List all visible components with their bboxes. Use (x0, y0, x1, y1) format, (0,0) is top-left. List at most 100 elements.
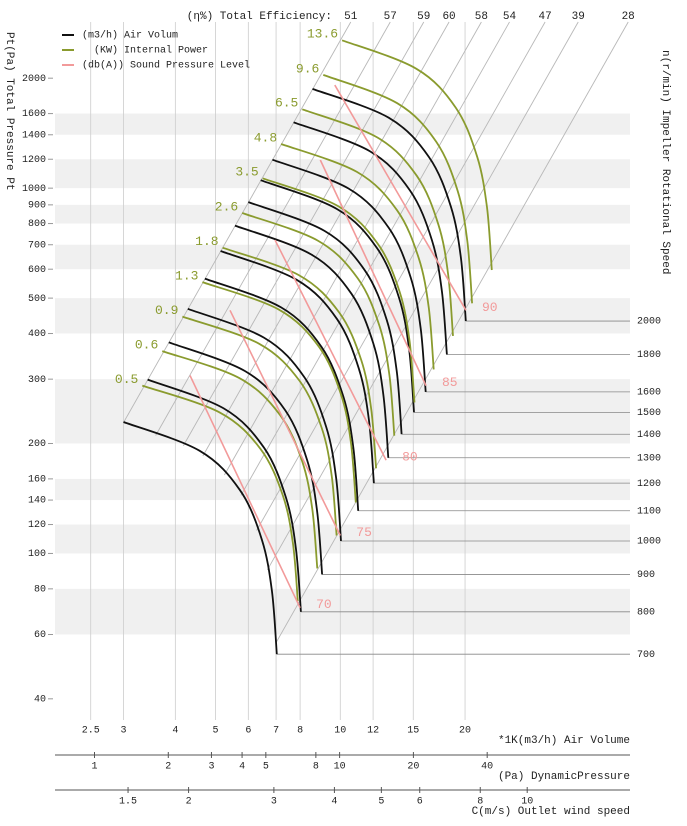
sound-label: 85 (442, 375, 458, 390)
power-curve (322, 74, 473, 304)
x-tick-label: 6 (245, 726, 251, 737)
efficiency-label: 59 (417, 11, 430, 23)
x2-tick-label: 40 (481, 762, 493, 773)
speed-curve (234, 224, 390, 458)
y-tick-label: 200 (28, 439, 46, 450)
band (55, 244, 630, 270)
efficiency-label: 47 (539, 11, 552, 23)
speed-curve (220, 250, 375, 484)
y-tick-label: 1000 (22, 184, 46, 195)
speed-curve (123, 421, 278, 655)
speed-label: 1000 (637, 537, 661, 548)
x2-tick-label: 8 (313, 762, 319, 773)
power-curve (142, 384, 299, 602)
curves (123, 39, 493, 655)
speed-label: 1800 (637, 350, 661, 361)
power-label: 13.6 (307, 27, 338, 42)
power-label: 0.5 (115, 372, 138, 387)
speed-label: 2000 (637, 317, 661, 328)
power-label: 2.6 (215, 199, 238, 214)
efficiency-label: 39 (572, 11, 585, 23)
y-tick-label: 700 (28, 240, 46, 251)
power-label: 0.9 (155, 303, 178, 318)
efficiency-label: 51 (344, 11, 358, 23)
x2-tick-label: 6 (417, 797, 423, 808)
x-tick-label: 4 (172, 726, 178, 737)
efficiency-line (266, 21, 579, 571)
x2-tick-label: 1 (91, 762, 97, 773)
x-tick-label: 5 (212, 726, 218, 737)
efficiency-label: 60 (442, 11, 455, 23)
power-label: 1.8 (195, 234, 218, 249)
x2-tick-label: 4 (239, 762, 245, 773)
power-label: 0.6 (135, 338, 158, 353)
speed-label: 1100 (637, 506, 661, 517)
speed-label: 1500 (637, 408, 661, 419)
power-label: 4.8 (254, 130, 277, 145)
y-tick-label: 160 (28, 475, 46, 486)
bands (55, 113, 630, 635)
sound-label: 70 (316, 597, 332, 612)
efficiency-label: 57 (384, 11, 397, 23)
y-tick-label: 600 (28, 265, 46, 276)
power-label: 3.5 (235, 165, 258, 180)
efficiency-line (155, 21, 391, 436)
power-curve (262, 177, 416, 403)
y-tick-label: 900 (28, 201, 46, 212)
speed-label: 900 (637, 570, 655, 581)
speed-curve (204, 277, 360, 511)
x2-tick-label: 8 (477, 797, 483, 808)
x2-axis-title: (Pa) DynamicPressure (498, 771, 630, 783)
grid (48, 21, 630, 793)
power-curve (280, 143, 435, 370)
speed-label: 1600 (637, 388, 661, 399)
speed-curve (168, 341, 323, 575)
x2-tick-label: 1.5 (119, 797, 137, 808)
y2-axis-title: n(r/min) Impeller Rotational Speed (659, 50, 671, 274)
speed-curve (293, 121, 448, 355)
x2-tick-label: 10 (334, 762, 346, 773)
speed-curve (272, 158, 427, 392)
y-tick-label: 60 (34, 630, 46, 641)
sound-line (274, 239, 387, 461)
band (55, 204, 630, 224)
band (55, 478, 630, 501)
y-tick-label: 120 (28, 520, 46, 531)
y-tick-label: 300 (28, 375, 46, 386)
power-curve (202, 281, 357, 503)
speed-curve (312, 88, 467, 322)
y-tick-label: 40 (34, 694, 46, 705)
power-label: 1.3 (175, 269, 198, 284)
sound-label: 80 (402, 450, 418, 465)
power-curve (222, 246, 377, 469)
x-axis-title: *1K(m3/h) Air Volume (498, 735, 630, 747)
y-axis-title: Pt(Pa) Total Pressure Pt (3, 32, 15, 190)
efficiency-title: (η%) Total Efficiency: (187, 11, 332, 23)
sound-line (334, 84, 467, 311)
y-tick-label: 100 (28, 549, 46, 560)
x-tick-label: 12 (367, 726, 379, 737)
speed-curve (247, 201, 403, 435)
sound-line (229, 309, 341, 536)
power-curve (241, 212, 396, 436)
efficiency-label: 58 (475, 11, 488, 23)
sound-line (189, 375, 301, 609)
speed-label: 1300 (637, 453, 661, 464)
band (55, 379, 630, 444)
y-tick-label: 400 (28, 329, 46, 340)
speed-curve (147, 378, 302, 612)
x2-axis-title: C(m/s) Outlet wind speed (472, 806, 630, 818)
x2-tick-label: 2 (186, 797, 192, 808)
efficiency-line (256, 21, 546, 531)
x2-tick-label: 20 (407, 762, 419, 773)
x2-tick-label: 2 (165, 762, 171, 773)
power-label: 9.6 (296, 61, 319, 76)
x2-tick-label: 3 (271, 797, 277, 808)
y-tick-label: 140 (28, 496, 46, 507)
speed-label: 800 (637, 607, 655, 618)
y-tick-label: 2000 (22, 74, 46, 85)
speed-curve (187, 307, 342, 542)
x-tick-label: 3 (121, 726, 127, 737)
efficiency-line (240, 21, 510, 496)
band (55, 524, 630, 554)
